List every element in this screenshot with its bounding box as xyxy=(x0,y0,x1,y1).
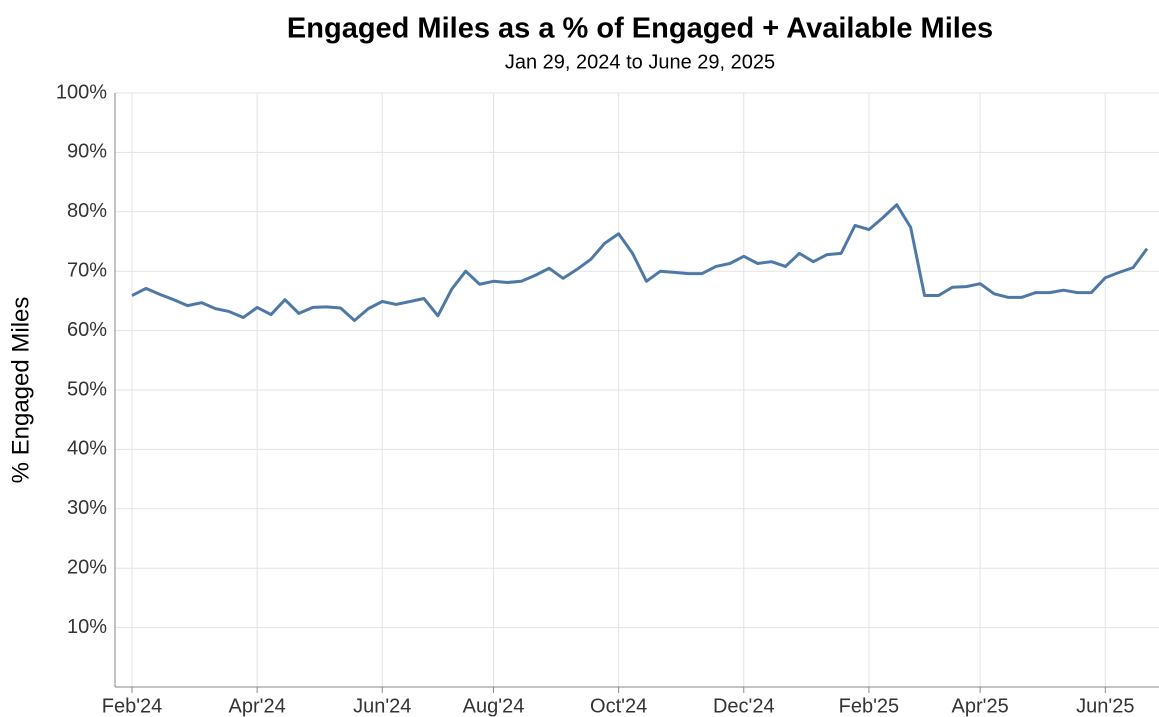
x-tick-label: Jun'25 xyxy=(1076,695,1134,717)
y-tick-label: 80% xyxy=(67,200,107,222)
y-tick-label: 10% xyxy=(67,616,107,638)
y-tick-label: 60% xyxy=(67,319,107,341)
x-tick-label: Feb'24 xyxy=(102,695,163,717)
x-tick-label: Oct'24 xyxy=(590,695,647,717)
chart-subtitle: Jan 29, 2024 to June 29, 2025 xyxy=(505,51,775,73)
y-tick-label: 20% xyxy=(67,556,107,578)
y-tick-label: 90% xyxy=(67,141,107,163)
y-tick-label: 50% xyxy=(67,378,107,400)
x-tick-label: Aug'24 xyxy=(463,695,525,717)
y-tick-label: 100% xyxy=(56,81,107,103)
x-tick-label: Apr'25 xyxy=(952,695,1009,717)
x-tick-label: Dec'24 xyxy=(713,695,775,717)
x-tick-label: Jun'24 xyxy=(353,695,411,717)
x-tick-label: Apr'24 xyxy=(229,695,286,717)
y-tick-label: 40% xyxy=(67,438,107,460)
y-tick-label: 30% xyxy=(67,497,107,519)
y-tick-label: 70% xyxy=(67,259,107,281)
y-axis-label: % Engaged Miles xyxy=(7,297,34,484)
chart-title: Engaged Miles as a % of Engaged + Availa… xyxy=(287,13,993,45)
x-tick-label: Feb'25 xyxy=(839,695,900,717)
data-line xyxy=(131,203,1149,323)
